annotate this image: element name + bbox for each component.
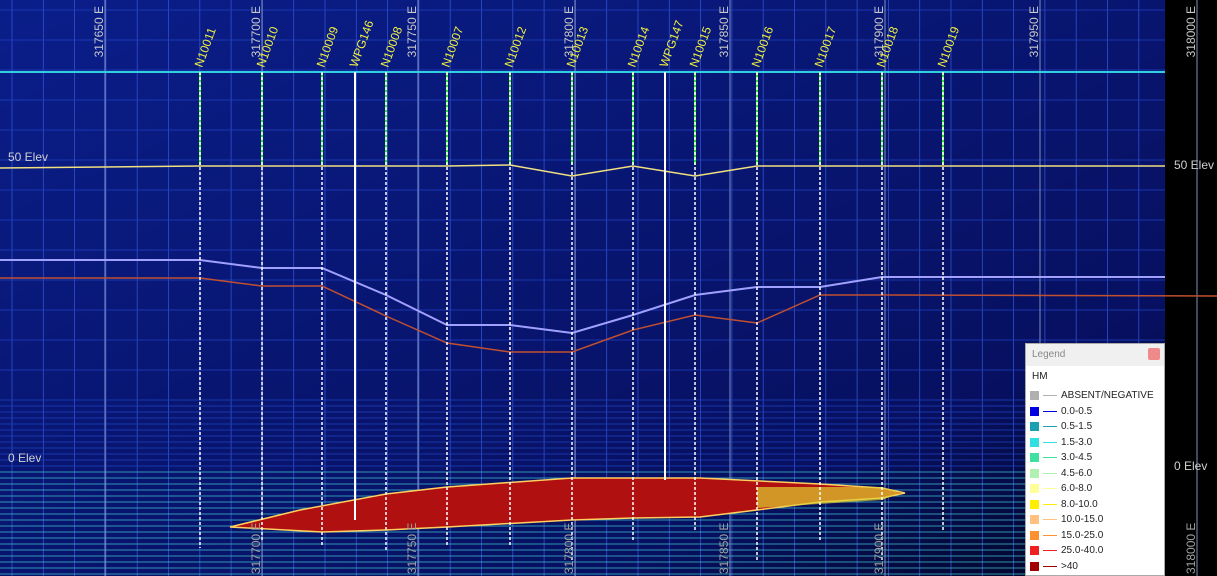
legend-header: Legend <box>1026 344 1164 366</box>
easting-label: 317700 E <box>249 6 263 57</box>
legend-swatch <box>1030 561 1039 571</box>
legend-swatch <box>1030 546 1039 556</box>
legend-label: 6.0-8.0 <box>1061 483 1093 495</box>
legend-swatch <box>1030 515 1039 525</box>
legend-item: 25.0-40.0 <box>1026 543 1164 559</box>
legend-item: 6.0-8.0 <box>1026 481 1164 497</box>
legend-line <box>1043 457 1057 459</box>
easting-label-bottom: 317850 E <box>717 523 731 574</box>
labels: 317650 E 317700 E 317700 E 317750 E 317750 E… <box>8 6 1214 574</box>
legend-swatch <box>1030 453 1039 463</box>
easting-label: 317850 E <box>717 6 731 57</box>
easting-label: 318000 E <box>1184 6 1198 57</box>
legend-label: 25.0-40.0 <box>1061 545 1104 557</box>
legend-label: 15.0-25.0 <box>1061 529 1104 541</box>
legend-item: 1.5-3.0 <box>1026 435 1164 451</box>
legend-line <box>1043 550 1057 552</box>
legend-item: 0.5-1.5 <box>1026 419 1164 435</box>
legend-item: 15.0-25.0 <box>1026 528 1164 544</box>
easting-label-bottom: 318000 E <box>1184 523 1198 574</box>
easting-label: 317900 E <box>872 6 886 57</box>
legend-label: 4.5-6.0 <box>1061 467 1093 479</box>
legend-item: 0.0-0.5 <box>1026 404 1164 420</box>
easting-label: 317950 E <box>1027 6 1041 57</box>
legend-items: ABSENT/NEGATIVE 0.0-0.5 0.5-1.5 1.5-3.0 3.0-… <box>1026 388 1164 574</box>
legend-line <box>1043 472 1057 474</box>
holes <box>199 72 944 560</box>
legend-label: 0.0-0.5 <box>1061 405 1093 417</box>
horizon-upper <box>0 259 1165 335</box>
legend-label: 8.0-10.0 <box>1061 498 1098 510</box>
legend-item: 3.0-4.5 <box>1026 450 1164 466</box>
legend-swatch <box>1030 530 1039 540</box>
elev-label: 0 Elev <box>8 451 41 465</box>
elev-label: 50 Elev <box>8 150 48 164</box>
legend-label: >40 <box>1061 560 1078 572</box>
legend-line <box>1043 519 1057 521</box>
legend-label: ABSENT/NEGATIVE <box>1061 390 1154 402</box>
easting-label-bottom: 317700 E <box>249 523 263 574</box>
legend-swatch <box>1030 484 1039 494</box>
legend-swatch <box>1030 406 1039 416</box>
surface-line <box>0 164 1165 177</box>
margin <box>1165 0 1217 576</box>
legend-item: 4.5-6.0 <box>1026 466 1164 482</box>
legend-item: 10.0-15.0 <box>1026 512 1164 528</box>
legend-line <box>1043 503 1057 505</box>
easting-label: 317800 E <box>562 6 576 57</box>
easting-label: 317750 E <box>405 6 419 57</box>
legend-label: 3.0-4.5 <box>1061 452 1093 464</box>
easting-label-bottom: 317900 E <box>872 523 886 574</box>
easting-label-bottom: 317750 E <box>405 523 419 574</box>
legend-line <box>1043 441 1057 443</box>
legend-swatch <box>1030 499 1039 509</box>
legend-item: ABSENT/NEGATIVE <box>1026 388 1164 404</box>
easting-label-bottom: 317800 E <box>562 523 576 574</box>
legend-line <box>1043 426 1057 428</box>
legend-label: 1.5-3.0 <box>1061 436 1093 448</box>
elev-label: 0 Elev <box>1174 459 1207 473</box>
legend-field: HM <box>1032 371 1048 382</box>
legend-line <box>1043 565 1057 567</box>
elev-label: 50 Elev <box>1174 158 1214 172</box>
legend-title: Legend <box>1032 349 1066 360</box>
legend-item: 8.0-10.0 <box>1026 497 1164 513</box>
legend-swatch <box>1030 437 1039 447</box>
legend-item: >40 <box>1026 559 1164 575</box>
legend-line <box>1043 534 1057 536</box>
horizon-lower <box>0 277 1217 353</box>
legend-label: 10.0-15.0 <box>1061 514 1104 526</box>
legend-swatch <box>1030 422 1039 432</box>
easting-label: 317650 E <box>92 6 106 57</box>
legend-line <box>1043 488 1057 490</box>
legend-label: 0.5-1.5 <box>1061 421 1093 433</box>
legend-panel: Legend HM ABSENT/NEGATIVE 0.0-0.5 0.5-1.5 1… <box>1025 343 1165 576</box>
legend-line <box>1043 395 1057 397</box>
legend-swatch <box>1030 391 1039 401</box>
legend-line <box>1043 410 1057 412</box>
ore-low-grade <box>757 487 900 508</box>
legend-swatch <box>1030 468 1039 478</box>
close-button[interactable] <box>1148 348 1160 360</box>
